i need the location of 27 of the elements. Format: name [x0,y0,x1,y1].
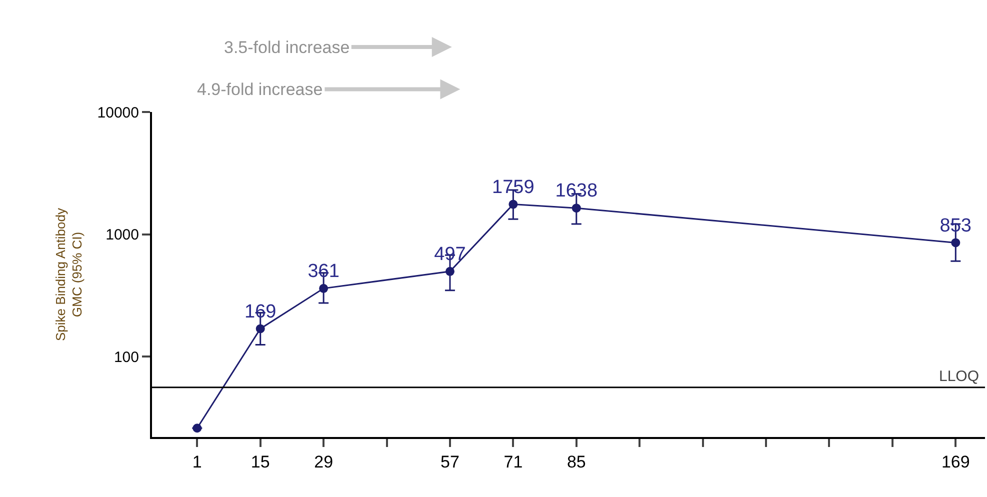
x-tick-label: 57 [440,452,460,472]
x-tick-label: 15 [250,452,270,472]
point [256,324,265,334]
text: 4.9-fold increase [197,80,323,99]
x-tick-label: 71 [504,452,523,472]
x-tick-label: 29 [314,452,334,472]
y-tick-label: 1000 [106,226,139,244]
point [572,204,581,213]
text: 3.5-fold increase [224,38,350,57]
x-tick-label: 1 [192,452,202,472]
data-label: 853 [940,215,972,236]
data-label: 1638 [555,180,598,202]
point [951,238,960,248]
data-label: 497 [434,244,466,266]
x-tick-label: 85 [566,452,586,472]
x-tick-label: 169 [941,452,970,472]
data-label: 169 [244,301,276,322]
ref-line-label: LLOQ [939,368,980,385]
y-axis-title: Spike Binding Antibody GMC (95% CI) [52,208,85,341]
y-tick-label: 10000 [97,104,139,122]
data-label: 1759 [492,176,534,198]
point [192,424,202,433]
y-tick-label: 100 [114,348,139,366]
data-label: 361 [308,261,340,282]
point [508,200,518,209]
point [319,284,328,293]
point [445,266,454,276]
